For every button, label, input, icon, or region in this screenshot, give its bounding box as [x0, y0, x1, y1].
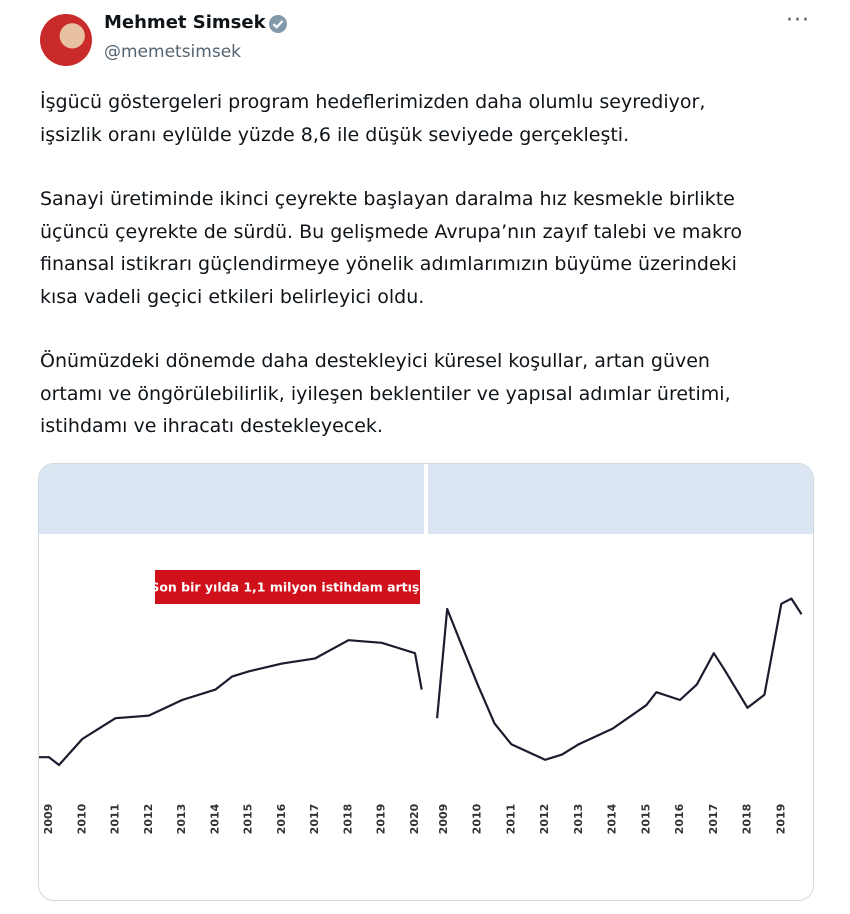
line: [39, 639, 423, 767]
paragraph: Sanayi üretiminde ikinci çeyrekte başlay…: [40, 183, 820, 313]
text-line: finansal istikrarı güçlendirmeye yönelik…: [40, 253, 737, 275]
text-line: istihdamı ve ihracatı destekleyecek.: [40, 415, 383, 437]
paragraph: İşgücü göstergeleri program hedeflerimiz…: [40, 86, 820, 151]
more-button[interactable]: ···: [786, 8, 810, 33]
user-handle[interactable]: @memetsimsek: [104, 42, 242, 62]
x-tick-label: 2012: [538, 804, 551, 835]
x-tick-label: 2012: [142, 804, 155, 835]
text-line: Önümüzdeki dönemde daha destekleyici kür…: [40, 350, 710, 372]
tweet-text: İşgücü göstergeleri program hedeflerimiz…: [40, 86, 820, 475]
x-tick-label: 2016: [275, 803, 288, 834]
line: [436, 597, 803, 761]
x-tick-label: 2013: [175, 804, 188, 835]
text-line: Sanayi üretiminde ikinci çeyrekte başlay…: [40, 188, 735, 210]
x-tick-label: 2009: [42, 804, 55, 835]
text-line: İşgücü göstergeleri program hedeflerimiz…: [40, 91, 706, 113]
x-tick-label: 2009: [437, 804, 450, 835]
x-tick-label: 2014: [208, 803, 221, 834]
text-line: ortamı ve öngörülebilirlik, iyileşen bek…: [40, 382, 731, 405]
x-tick-label: 2018: [341, 804, 354, 835]
media-card[interactable]: 2009 2010 2011 2012 2013 2014 2015 2016 2017 2018…: [38, 463, 814, 901]
x-tick-label: 2015: [639, 804, 652, 835]
x-tick-label: 2011: [504, 804, 517, 835]
x-tick-label: 2010: [75, 803, 88, 834]
chart-image: 2009 2010 2011 2012 2013 2014 2015 2016 2017 2018…: [39, 464, 813, 835]
annotation-box: [155, 570, 420, 604]
text-line: kısa vadeli geçici etkileri belirleyici …: [40, 285, 425, 308]
x-tick-label: 2011: [109, 804, 122, 835]
divider: [424, 464, 428, 534]
verified-badge: [269, 15, 287, 33]
text-line: üçüncü çeyrekte de sürdü. Bu gelişmede A…: [40, 220, 743, 243]
x-tick-label: 2019: [375, 804, 388, 835]
x-tick-label: 2016: [673, 803, 686, 834]
avatar[interactable]: [40, 14, 92, 66]
x-tick-label: 2017: [308, 804, 321, 835]
annotation: Son bir yılda 1,1 milyon istihdam artışı: [150, 580, 423, 595]
x-tick-label: 2017: [707, 804, 720, 835]
x-tick-label: 2019: [774, 804, 787, 835]
paragraph: Önümüzdeki dönemde daha destekleyici kür…: [40, 345, 820, 443]
x-tick-label: 2010: [471, 803, 484, 834]
text-line: işsizlik oranı eylülde yüzde 8,6 ile düş…: [40, 123, 630, 146]
x-tick-label: 2020: [408, 803, 421, 834]
x-tick-label: 2013: [572, 804, 585, 835]
user-name[interactable]: Mehmet Simsek: [104, 12, 266, 33]
x-tick-label: 2014: [606, 803, 619, 834]
x-tick-label: 2015: [242, 804, 255, 835]
x-tick-label: 2018: [741, 804, 754, 835]
